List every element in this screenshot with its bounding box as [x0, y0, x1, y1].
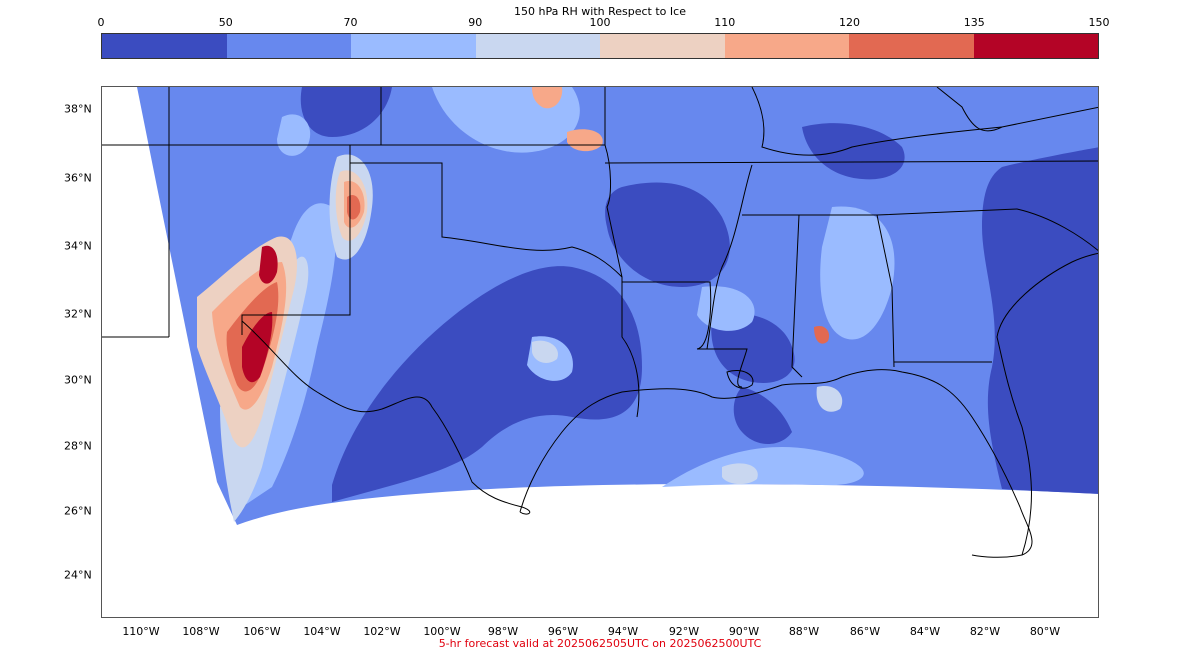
lon-tick-label: 82°W: [969, 625, 1001, 638]
state-border-line: [876, 208, 1098, 252]
colorbar-segment: [102, 34, 227, 58]
state-border-line: [936, 87, 1003, 132]
lon-tick-label: 106°W: [243, 625, 281, 638]
colorbar-tick: 0: [97, 16, 105, 29]
lat-tick-label: 30°N: [64, 373, 92, 387]
coastline: [996, 252, 1098, 556]
colorbar-segment: [475, 34, 600, 58]
rh-low-region: [733, 387, 792, 445]
lon-tick-label: 92°W: [668, 625, 700, 638]
colorbar-segment: [724, 34, 849, 58]
coastline: [726, 370, 754, 389]
rh-low-region: [982, 147, 1098, 494]
lon-tick-label: 98°W: [487, 625, 519, 638]
colorbar-tick: 135: [963, 16, 985, 29]
state-border-line: [350, 162, 623, 278]
state-border-line: [791, 214, 803, 378]
colorbar: [101, 33, 1099, 59]
lon-tick-label: 84°W: [909, 625, 941, 638]
colorbar-segment: [600, 34, 725, 58]
lon-tick-label: 86°W: [849, 625, 881, 638]
lat-tick-label: 38°N: [64, 102, 92, 116]
colorbar-segment: [226, 34, 351, 58]
lon-tick-label: 100°W: [423, 625, 461, 638]
colorbar-segment: [973, 34, 1098, 58]
coastline: [241, 320, 531, 515]
lon-tick-label: 104°W: [303, 625, 341, 638]
state-border-line: [706, 164, 753, 350]
colorbar-segment: [351, 34, 476, 58]
rh-low-region: [605, 182, 730, 287]
lat-tick-label: 28°N: [64, 439, 92, 453]
rh-low-region: [332, 266, 642, 502]
lon-tick-label: 94°W: [607, 625, 639, 638]
rh-high-region: [259, 245, 278, 284]
lon-tick-label: 80°W: [1029, 625, 1061, 638]
coastline: [519, 369, 1033, 558]
rh-high-region: [814, 325, 830, 344]
colorbar-tick-labels: 0 50 70 90 100 110 120 135 150: [97, 16, 1110, 30]
rh-high-region: [532, 87, 563, 109]
lat-tick-label: 24°N: [64, 568, 92, 582]
lat-tick-label: 36°N: [64, 171, 92, 185]
lon-tick-label: 88°W: [788, 625, 820, 638]
rh-low-region: [802, 123, 905, 180]
lon-tick-label: 96°W: [547, 625, 579, 638]
lon-tick-label: 102°W: [363, 625, 401, 638]
lat-tick-label: 32°N: [64, 307, 92, 321]
state-border-line: [742, 214, 895, 368]
lon-tick-label: 90°W: [728, 625, 760, 638]
rh-high-region: [567, 129, 603, 152]
lat-tick-label: 34°N: [64, 239, 92, 253]
rh-field-map: [102, 87, 1098, 558]
state-border-line: [604, 160, 1098, 164]
colorbar-tick: 110: [714, 16, 736, 29]
lon-tick-label: 110°W: [122, 625, 160, 638]
map-panel: [101, 86, 1099, 618]
colorbar-tick: 90: [468, 16, 483, 29]
rh-low-region: [300, 87, 392, 137]
state-border-line: [241, 145, 351, 335]
rh-mid-region: [820, 206, 895, 340]
rh-high-region: [242, 312, 273, 383]
lon-tick-label: 108°W: [182, 625, 220, 638]
lat-tick-label: 26°N: [64, 504, 92, 518]
state-border-line: [622, 281, 712, 350]
colorbar-tick: 50: [218, 16, 233, 29]
rh-near-sat-region: [722, 463, 758, 485]
state-border-line: [751, 87, 1098, 156]
rh-mid-region: [662, 447, 864, 487]
boundary-lines: [102, 87, 1098, 558]
colorbar-tick: 70: [343, 16, 358, 29]
forecast-valid-caption: 5-hr forecast valid at 2025062505UTC on …: [438, 637, 762, 650]
state-border-line: [697, 348, 748, 388]
rh-near-sat-region: [816, 386, 843, 412]
colorbar-segment: [849, 34, 974, 58]
colorbar-tick: 150: [1088, 16, 1110, 29]
colorbar-tick: 120: [839, 16, 860, 29]
map-title: 150 hPa RH with Respect to Ice: [514, 5, 686, 18]
colorbar-tick: 100: [589, 16, 611, 29]
rh-near-sat-region: [532, 340, 558, 363]
